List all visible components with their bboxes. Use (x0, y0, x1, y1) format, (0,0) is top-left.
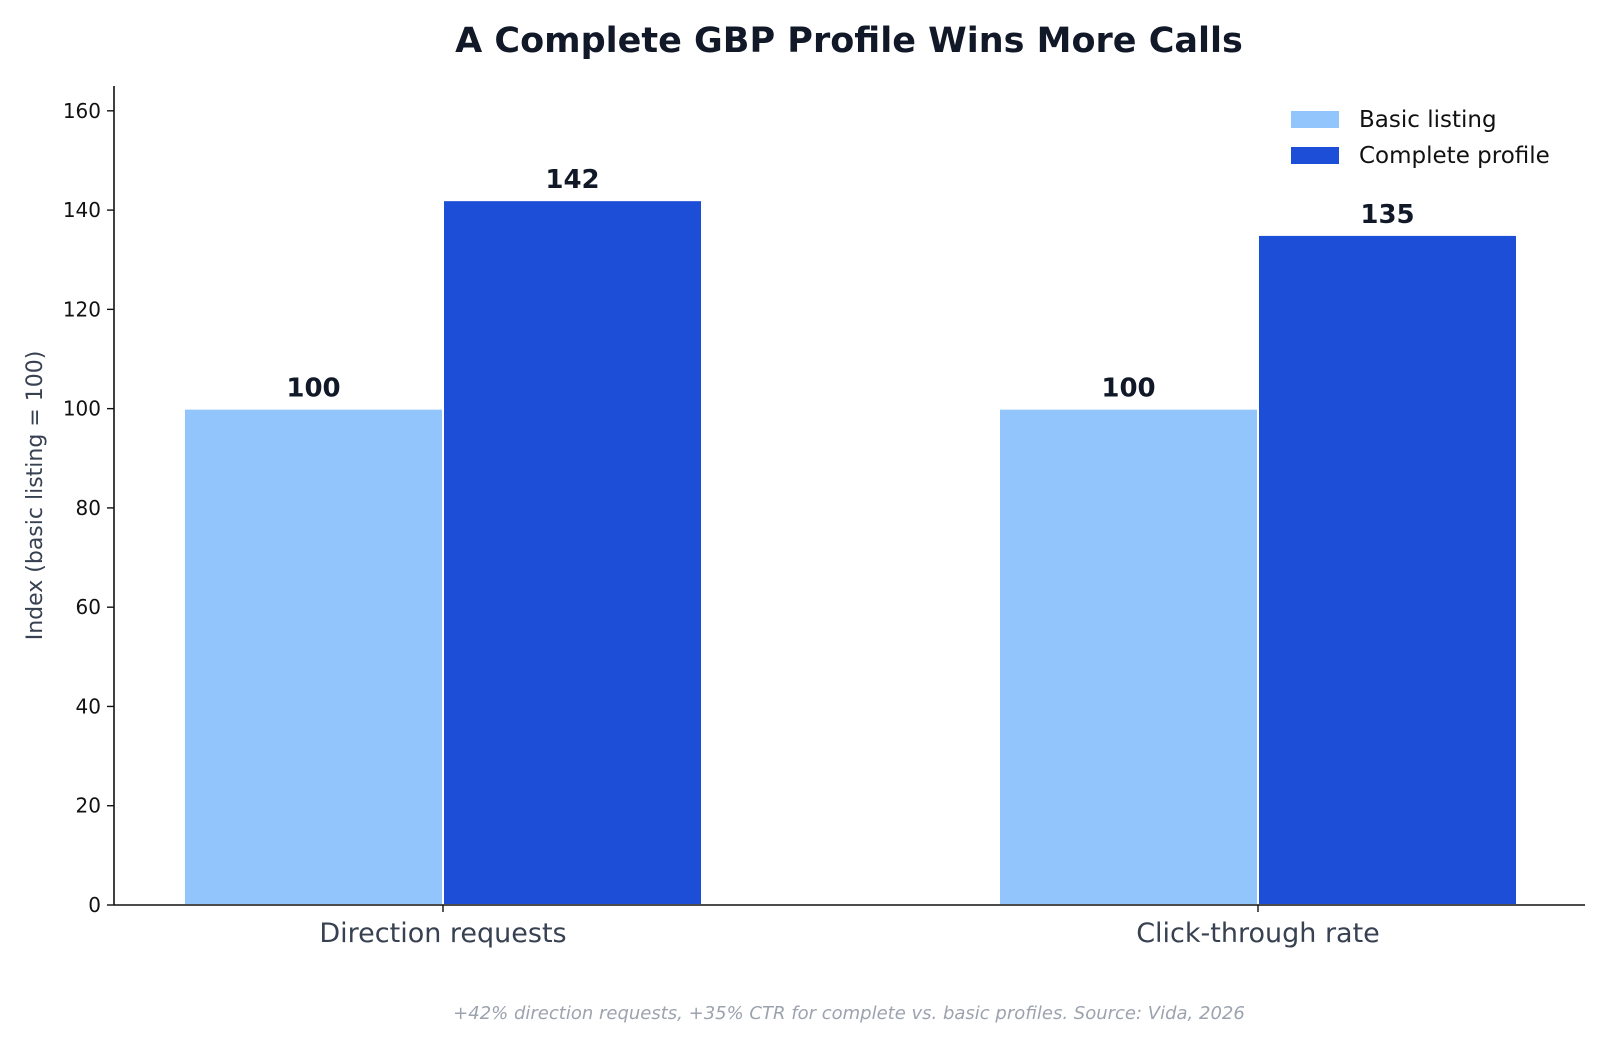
data-labels: 100 142 100 135 (286, 165, 1414, 403)
data-label: 142 (545, 165, 599, 195)
bar-basic-0 (183, 407, 444, 906)
y-tick-label: 20 (76, 794, 101, 818)
legend: Basic listing Complete profile (1291, 107, 1550, 169)
y-tick-label: 100 (63, 397, 101, 421)
y-tick-label: 120 (63, 297, 101, 321)
bar-complete-0 (442, 199, 703, 906)
bars (183, 199, 1518, 906)
y-tick-label: 40 (76, 694, 101, 718)
chart-title: A Complete GBP Profile Wins More Calls (455, 21, 1243, 61)
y-tick-label: 140 (63, 198, 101, 222)
data-label: 100 (286, 374, 340, 404)
y-tick-label: 0 (88, 893, 101, 917)
legend-label: Complete profile (1359, 143, 1550, 169)
y-tick-label: 80 (76, 496, 101, 520)
category-label: Click-through rate (1136, 918, 1380, 949)
y-axis-ticks: 0 20 40 60 80 100 120 140 160 (63, 99, 114, 917)
data-label: 100 (1101, 374, 1155, 404)
legend-label: Basic listing (1359, 107, 1497, 133)
y-tick-label: 60 (76, 595, 101, 619)
bar-complete-1 (1257, 233, 1518, 906)
y-axis-label: Index (basic listing = 100) (23, 351, 48, 641)
footnote: +42% direction requests, +35% CTR for co… (453, 1003, 1245, 1024)
y-tick-label: 160 (63, 99, 101, 123)
category-label: Direction requests (319, 918, 566, 949)
legend-swatch (1291, 111, 1339, 128)
x-axis-ticks: Direction requests Click-through rate (319, 905, 1380, 949)
bar-basic-1 (998, 407, 1259, 906)
legend-swatch (1291, 147, 1339, 164)
data-label: 135 (1360, 200, 1414, 230)
